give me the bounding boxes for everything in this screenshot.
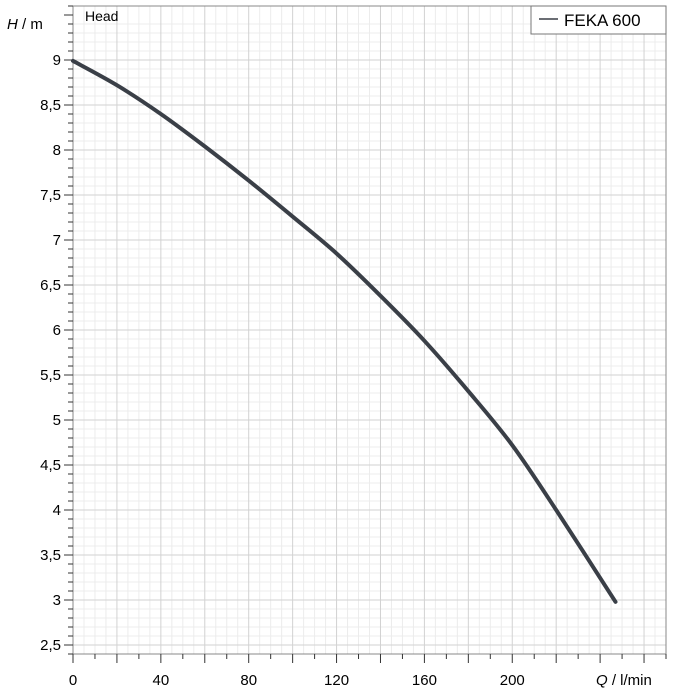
x-axis-title: Q / l/min xyxy=(596,672,652,689)
series-line-feka-600 xyxy=(71,58,618,604)
legend-box xyxy=(530,5,667,35)
y-tick-label: 4,5 xyxy=(40,457,61,474)
x-axis: 0 40 80 120 160 200 xyxy=(69,654,667,689)
x-tick-label: 40 xyxy=(153,672,170,689)
grid-major xyxy=(73,6,666,654)
y-tick-label: 5,5 xyxy=(40,367,61,384)
y-axis: 2,5 3 3,5 4 4,5 5 5,5 6 6,5 7 7,5 8 8,5 9 xyxy=(40,5,73,655)
chart-title: Head xyxy=(85,8,118,24)
legend-label: FEKA 600 xyxy=(564,11,641,30)
y-tick-label: 6 xyxy=(53,322,61,339)
y-tick-label: 8,5 xyxy=(40,97,61,114)
x-tick-label: 200 xyxy=(500,672,525,689)
x-tick-label: 160 xyxy=(412,672,437,689)
y-axis-title: H / m xyxy=(7,16,43,33)
y-tick-label: 7,5 xyxy=(40,187,61,204)
y-tick-label: 2,5 xyxy=(40,637,61,654)
y-tick-label: 8 xyxy=(53,142,61,159)
x-tick-label: 0 xyxy=(69,672,77,689)
y-tick-label: 4 xyxy=(53,502,61,519)
y-tick-label: 5 xyxy=(53,412,61,429)
y-tick-label: 6,5 xyxy=(40,277,61,294)
x-tick-label: 80 xyxy=(240,672,257,689)
x-tick-label: 120 xyxy=(324,672,349,689)
series-layer xyxy=(71,58,618,604)
legend: FEKA 600 xyxy=(530,5,667,35)
y-tick-label: 7 xyxy=(53,232,61,249)
y-tick-label: 3 xyxy=(53,592,61,609)
y-tick-label: 3,5 xyxy=(40,547,61,564)
y-tick-label: 9 xyxy=(53,52,61,69)
